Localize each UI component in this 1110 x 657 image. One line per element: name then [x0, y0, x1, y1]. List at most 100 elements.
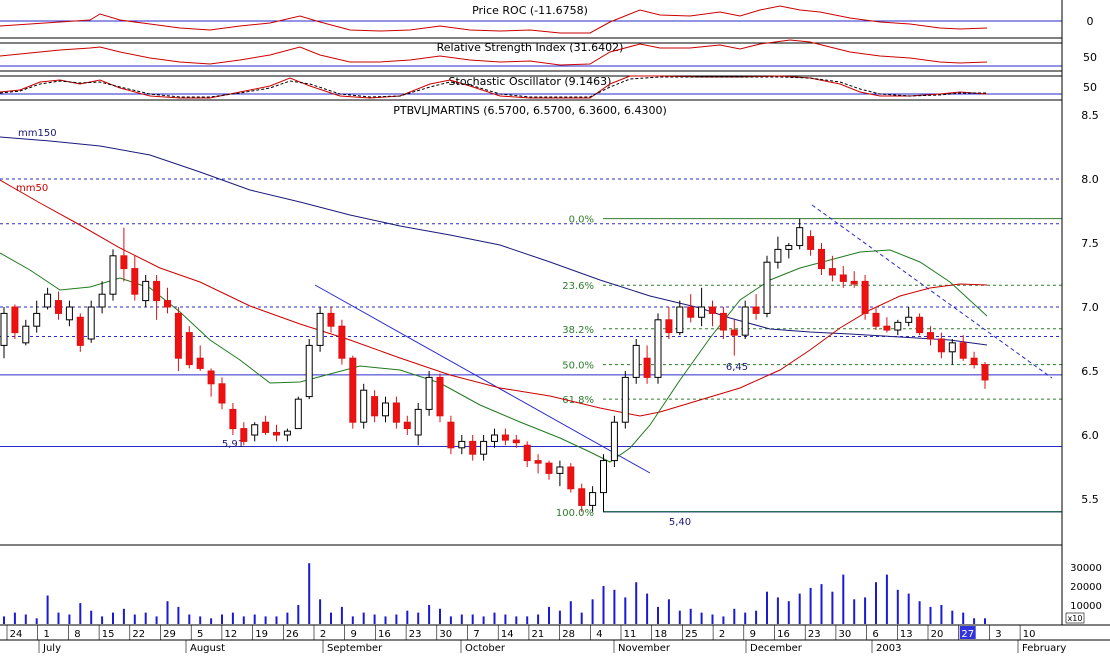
day-tick-label: 23	[808, 629, 821, 640]
candle-body	[0, 312, 8, 346]
candle-body	[294, 398, 302, 430]
fib-level-label: 23.6%	[562, 281, 594, 292]
candle-body	[676, 306, 684, 334]
candle-body	[262, 421, 270, 433]
candle-body	[643, 357, 651, 378]
stochastic-panel: Stochastic Oscillator (9.1463) 50	[0, 75, 1097, 99]
day-tick-label: 15	[102, 629, 115, 640]
candle-body	[283, 430, 291, 436]
roc-panel: Price ROC (-11.6758) 0	[0, 4, 1094, 39]
support-label: 6,45	[726, 362, 748, 373]
candle-body	[981, 364, 989, 381]
candle-body	[251, 424, 259, 436]
candle-body	[403, 421, 411, 430]
price-tick-label: 8.5	[1081, 109, 1099, 122]
candle-body	[447, 421, 455, 449]
day-tick-label: 28	[562, 629, 575, 640]
candle-body	[709, 306, 716, 314]
fib-level-label: 61.8%	[562, 395, 594, 406]
month-label: 2003	[876, 643, 901, 653]
candle-body	[621, 376, 629, 423]
candle-body	[33, 312, 41, 327]
day-tick-label: 5	[197, 629, 203, 640]
candle-body	[905, 316, 913, 323]
day-tick-label: 12	[225, 629, 238, 640]
candle-body	[796, 227, 804, 247]
ma-mm150-line	[0, 136, 988, 346]
day-tick-label: 6	[872, 629, 878, 640]
day-tick-label: 23	[409, 629, 422, 640]
candle-body	[109, 255, 117, 295]
day-tick-label: 18	[654, 629, 667, 640]
candle-body	[371, 396, 379, 417]
candle-body	[98, 293, 106, 308]
day-tick-label: 16	[378, 629, 391, 640]
candle-body	[610, 421, 618, 462]
candle-body	[545, 462, 553, 474]
candle-body	[774, 248, 782, 263]
rsi-label: Relative Strength Index (31.6402)	[437, 41, 624, 54]
day-tick-label: 24	[10, 629, 23, 640]
candle-body	[196, 357, 204, 369]
candle-body	[185, 332, 193, 366]
candle-body	[76, 316, 84, 346]
candle-body	[937, 338, 945, 353]
candle-body	[11, 306, 19, 334]
roc-axis-label: 0	[1087, 15, 1094, 28]
candle-body	[839, 274, 847, 282]
candle-body	[883, 325, 891, 331]
day-tick-label: 20	[931, 629, 944, 640]
price-tick-label: 7.0	[1081, 301, 1099, 314]
day-tick-label: 27	[961, 629, 974, 640]
fib-level-label: 50.0%	[562, 361, 594, 372]
candle-body	[730, 329, 738, 336]
month-label: July	[42, 643, 61, 653]
candle-body	[850, 280, 858, 285]
price-tick-label: 8.0	[1081, 173, 1099, 186]
candle-body	[327, 312, 335, 327]
candle-body	[153, 280, 161, 302]
day-tick-label: 14	[501, 629, 514, 640]
month-label: February	[1022, 643, 1066, 653]
volume-tick-label: 10000	[1070, 601, 1102, 612]
roc-line	[0, 5, 988, 34]
stochastic-label: Stochastic Oscillator (9.1463)	[449, 75, 612, 88]
day-tick-label: 13	[900, 629, 913, 640]
candle-body	[229, 408, 237, 430]
stochastic-d-line	[0, 76, 987, 98]
price-tick-label: 5.5	[1081, 493, 1099, 506]
candle-body	[818, 248, 825, 270]
candle-body	[752, 306, 760, 314]
candle-body	[174, 312, 182, 359]
candle-body	[763, 261, 771, 314]
candle-body	[589, 492, 597, 506]
month-label: September	[327, 643, 383, 653]
candle-body	[425, 376, 433, 410]
mm150-label: mm150	[18, 128, 57, 139]
price-tick-label: 6.0	[1081, 429, 1099, 442]
day-tick-label: 1	[44, 629, 50, 640]
highlighted-date-box	[959, 626, 976, 639]
fib-level-label: 38.2%	[562, 325, 594, 336]
support-label: 5,40	[669, 517, 691, 528]
candle-body	[719, 312, 727, 331]
day-tick-label: 25	[685, 629, 698, 640]
rsi-panel: Relative Strength Index (31.6402) 50	[0, 39, 1097, 72]
candle-body	[916, 316, 924, 334]
day-tick-label: 26	[286, 629, 299, 640]
day-tick-label: 29	[163, 629, 176, 640]
day-tick-label: 30	[439, 629, 452, 640]
day-tick-label: 7	[473, 629, 479, 640]
candle-body	[22, 325, 30, 344]
day-tick-label: 3	[995, 629, 1001, 640]
candle-body	[861, 280, 869, 314]
stochastic-k-line	[0, 75, 988, 99]
support-label: 5,91	[222, 439, 244, 450]
day-tick-label: 30	[839, 629, 852, 640]
price-tick-label: 7.5	[1081, 237, 1099, 250]
day-tick-label: 4	[596, 629, 602, 640]
candle-body	[120, 255, 128, 270]
candle-body	[959, 342, 967, 359]
